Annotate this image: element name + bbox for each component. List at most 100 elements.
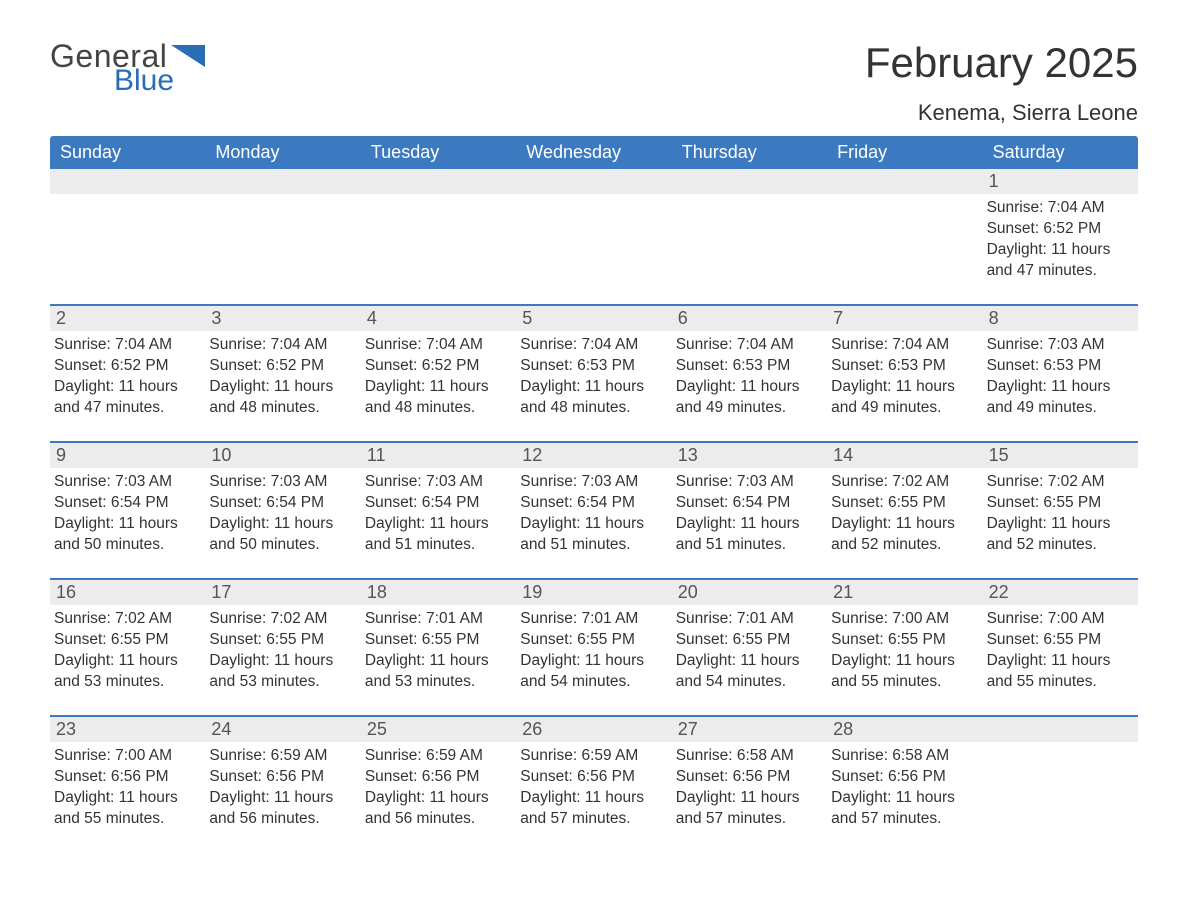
day-cell: Sunrise: 7:02 AMSunset: 6:55 PMDaylight:… — [827, 468, 982, 578]
daylight-text: Daylight: 11 hours and 53 minutes. — [209, 651, 352, 693]
week-row: 16171819202122Sunrise: 7:02 AMSunset: 6:… — [50, 578, 1138, 715]
day-number-row: 9101112131415 — [50, 443, 1138, 468]
day-number: 2 — [50, 306, 205, 331]
sunrise-text: Sunrise: 7:03 AM — [209, 472, 352, 493]
day-of-week-header: Sunday Monday Tuesday Wednesday Thursday… — [50, 136, 1138, 169]
week-row: 2345678Sunrise: 7:04 AMSunset: 6:52 PMDa… — [50, 304, 1138, 441]
sunset-text: Sunset: 6:53 PM — [520, 356, 663, 377]
sunrise-text: Sunrise: 7:03 AM — [520, 472, 663, 493]
day-number: 8 — [983, 306, 1138, 331]
day-cell: Sunrise: 7:04 AMSunset: 6:52 PMDaylight:… — [205, 331, 360, 441]
sunset-text: Sunset: 6:55 PM — [209, 630, 352, 651]
day-body-row: Sunrise: 7:00 AMSunset: 6:56 PMDaylight:… — [50, 742, 1138, 852]
daylight-text: Daylight: 11 hours and 54 minutes. — [676, 651, 819, 693]
daylight-text: Daylight: 11 hours and 57 minutes. — [676, 788, 819, 830]
day-number — [205, 169, 360, 194]
sunrise-text: Sunrise: 7:02 AM — [54, 609, 197, 630]
day-body-row: Sunrise: 7:04 AMSunset: 6:52 PMDaylight:… — [50, 194, 1138, 304]
sunrise-text: Sunrise: 7:03 AM — [676, 472, 819, 493]
day-number: 10 — [205, 443, 360, 468]
dow-sunday: Sunday — [50, 136, 205, 169]
day-cell: Sunrise: 6:59 AMSunset: 6:56 PMDaylight:… — [205, 742, 360, 852]
sunset-text: Sunset: 6:54 PM — [365, 493, 508, 514]
day-cell: Sunrise: 7:03 AMSunset: 6:54 PMDaylight:… — [516, 468, 671, 578]
daylight-text: Daylight: 11 hours and 57 minutes. — [520, 788, 663, 830]
daylight-text: Daylight: 11 hours and 56 minutes. — [209, 788, 352, 830]
daylight-text: Daylight: 11 hours and 57 minutes. — [831, 788, 974, 830]
daylight-text: Daylight: 11 hours and 51 minutes. — [676, 514, 819, 556]
day-number: 16 — [50, 580, 205, 605]
dow-thursday: Thursday — [672, 136, 827, 169]
daylight-text: Daylight: 11 hours and 50 minutes. — [209, 514, 352, 556]
sunset-text: Sunset: 6:55 PM — [987, 493, 1130, 514]
sunrise-text: Sunrise: 7:00 AM — [987, 609, 1130, 630]
week-row: 232425262728Sunrise: 7:00 AMSunset: 6:56… — [50, 715, 1138, 852]
sunset-text: Sunset: 6:55 PM — [676, 630, 819, 651]
day-number-row: 16171819202122 — [50, 580, 1138, 605]
sunrise-text: Sunrise: 6:59 AM — [520, 746, 663, 767]
month-title: February 2025 — [865, 40, 1138, 86]
sunset-text: Sunset: 6:54 PM — [209, 493, 352, 514]
day-cell: Sunrise: 7:04 AMSunset: 6:52 PMDaylight:… — [361, 331, 516, 441]
day-number: 7 — [827, 306, 982, 331]
sunset-text: Sunset: 6:54 PM — [54, 493, 197, 514]
day-cell: Sunrise: 7:04 AMSunset: 6:53 PMDaylight:… — [827, 331, 982, 441]
sunset-text: Sunset: 6:55 PM — [831, 630, 974, 651]
day-cell — [672, 194, 827, 304]
flag-icon — [171, 45, 205, 67]
daylight-text: Daylight: 11 hours and 54 minutes. — [520, 651, 663, 693]
sunrise-text: Sunrise: 7:00 AM — [831, 609, 974, 630]
week-row: 9101112131415Sunrise: 7:03 AMSunset: 6:5… — [50, 441, 1138, 578]
sunrise-text: Sunrise: 7:02 AM — [987, 472, 1130, 493]
sunrise-text: Sunrise: 7:00 AM — [54, 746, 197, 767]
sunrise-text: Sunrise: 7:04 AM — [831, 335, 974, 356]
daylight-text: Daylight: 11 hours and 48 minutes. — [520, 377, 663, 419]
day-cell: Sunrise: 6:59 AMSunset: 6:56 PMDaylight:… — [516, 742, 671, 852]
day-number: 25 — [361, 717, 516, 742]
sunset-text: Sunset: 6:55 PM — [54, 630, 197, 651]
daylight-text: Daylight: 11 hours and 53 minutes. — [365, 651, 508, 693]
day-cell: Sunrise: 7:00 AMSunset: 6:56 PMDaylight:… — [50, 742, 205, 852]
sunrise-text: Sunrise: 7:04 AM — [987, 198, 1130, 219]
day-number: 17 — [205, 580, 360, 605]
day-cell: Sunrise: 7:03 AMSunset: 6:54 PMDaylight:… — [361, 468, 516, 578]
sunrise-text: Sunrise: 7:04 AM — [520, 335, 663, 356]
day-number: 11 — [361, 443, 516, 468]
daylight-text: Daylight: 11 hours and 49 minutes. — [676, 377, 819, 419]
day-cell — [50, 194, 205, 304]
day-number-row: 2345678 — [50, 306, 1138, 331]
day-number — [50, 169, 205, 194]
day-number: 13 — [672, 443, 827, 468]
day-number: 21 — [827, 580, 982, 605]
daylight-text: Daylight: 11 hours and 53 minutes. — [54, 651, 197, 693]
day-cell: Sunrise: 7:03 AMSunset: 6:53 PMDaylight:… — [983, 331, 1138, 441]
day-number: 24 — [205, 717, 360, 742]
day-number: 19 — [516, 580, 671, 605]
day-number — [516, 169, 671, 194]
logo: General Blue — [50, 40, 205, 96]
dow-monday: Monday — [205, 136, 360, 169]
sunset-text: Sunset: 6:56 PM — [54, 767, 197, 788]
daylight-text: Daylight: 11 hours and 52 minutes. — [987, 514, 1130, 556]
daylight-text: Daylight: 11 hours and 55 minutes. — [831, 651, 974, 693]
daylight-text: Daylight: 11 hours and 48 minutes. — [365, 377, 508, 419]
day-cell: Sunrise: 7:02 AMSunset: 6:55 PMDaylight:… — [983, 468, 1138, 578]
dow-wednesday: Wednesday — [516, 136, 671, 169]
day-cell: Sunrise: 7:03 AMSunset: 6:54 PMDaylight:… — [205, 468, 360, 578]
sunset-text: Sunset: 6:55 PM — [520, 630, 663, 651]
day-cell — [205, 194, 360, 304]
dow-tuesday: Tuesday — [361, 136, 516, 169]
daylight-text: Daylight: 11 hours and 55 minutes. — [54, 788, 197, 830]
day-number: 9 — [50, 443, 205, 468]
sunrise-text: Sunrise: 7:02 AM — [831, 472, 974, 493]
daylight-text: Daylight: 11 hours and 49 minutes. — [987, 377, 1130, 419]
sunrise-text: Sunrise: 7:01 AM — [676, 609, 819, 630]
day-cell — [827, 194, 982, 304]
calendar: Sunday Monday Tuesday Wednesday Thursday… — [50, 136, 1138, 852]
sunrise-text: Sunrise: 7:04 AM — [209, 335, 352, 356]
sunrise-text: Sunrise: 7:04 AM — [365, 335, 508, 356]
dow-saturday: Saturday — [983, 136, 1138, 169]
day-cell: Sunrise: 7:01 AMSunset: 6:55 PMDaylight:… — [672, 605, 827, 715]
day-number: 22 — [983, 580, 1138, 605]
sunrise-text: Sunrise: 6:58 AM — [831, 746, 974, 767]
